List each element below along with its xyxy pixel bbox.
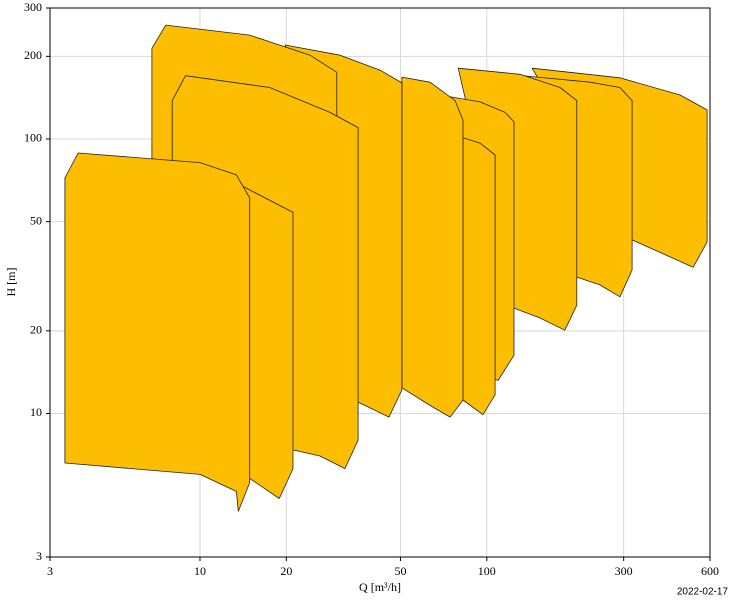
x-tick-label: 3 bbox=[47, 564, 53, 578]
x-tick-label: 300 bbox=[615, 564, 633, 578]
y-tick-label: 300 bbox=[24, 0, 42, 14]
y-tick-label: 100 bbox=[24, 131, 42, 145]
plot-frame bbox=[49, 7, 711, 558]
x-axis-label: Q [m³/h] bbox=[359, 580, 401, 594]
y-tick-label: 50 bbox=[30, 213, 42, 227]
y-tick-label: 3 bbox=[36, 549, 42, 563]
x-tick-label: 20 bbox=[280, 564, 292, 578]
x-tick-label: 50 bbox=[394, 564, 406, 578]
x-tick-label: 600 bbox=[701, 564, 719, 578]
x-tick-label: 10 bbox=[194, 564, 206, 578]
date-footnote: 2022-02-17 bbox=[677, 587, 729, 598]
performance-region bbox=[401, 76, 464, 418]
performance-region bbox=[64, 152, 251, 512]
performance-region bbox=[462, 137, 496, 416]
x-tick-label: 100 bbox=[478, 564, 496, 578]
y-tick-label: 10 bbox=[30, 405, 42, 419]
y-axis-label: H [m] bbox=[4, 268, 18, 297]
y-tick-label: 200 bbox=[24, 48, 42, 62]
y-tick-label: 20 bbox=[30, 323, 42, 337]
